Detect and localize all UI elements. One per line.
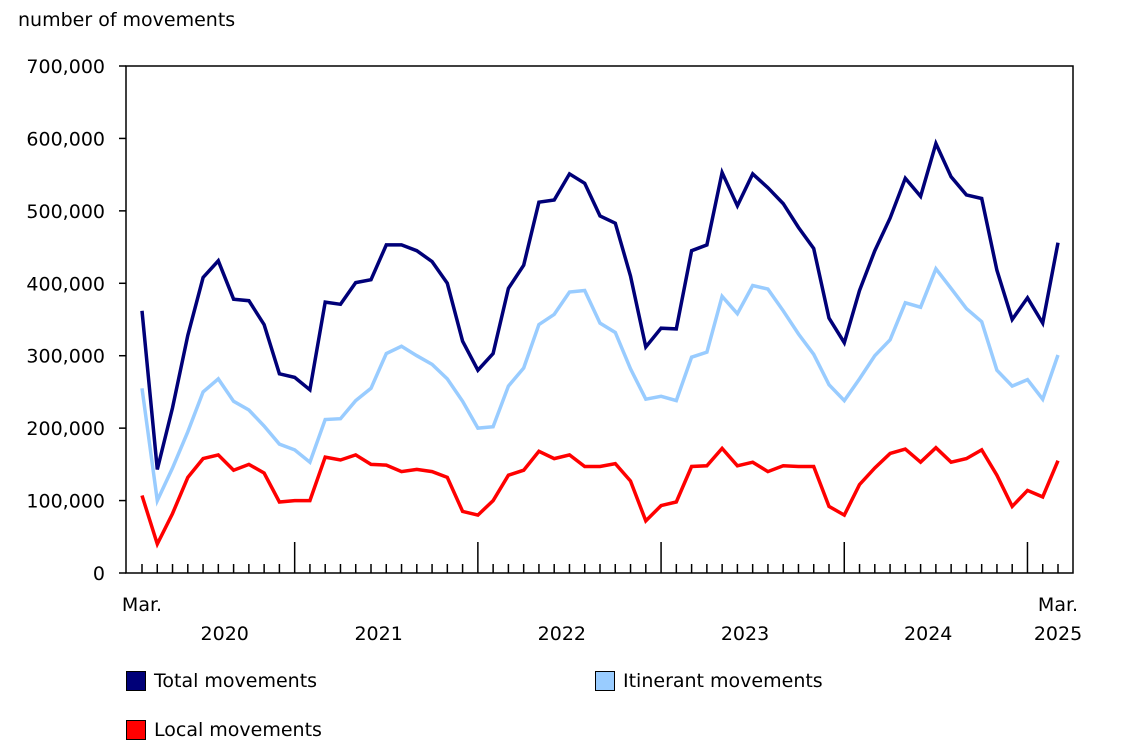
x-tick-label-year: 2022	[538, 623, 586, 645]
x-axis: Mar. Mar. 2020 2021 2022 2023 2024 2025	[122, 542, 1082, 645]
series-line-itinerant	[140, 265, 1060, 507]
x-tick-label-year: 2021	[354, 623, 402, 645]
series-lines	[140, 138, 1060, 549]
y-tick-label: 400,000	[26, 273, 105, 295]
y-axis-title: number of movements	[18, 9, 235, 31]
x-tick-label-year: 2020	[201, 623, 249, 645]
plot-frame	[125, 65, 1074, 574]
y-tick-label: 600,000	[26, 128, 105, 150]
legend-item-total: Total movements	[126, 670, 317, 692]
legend-swatch-itinerant	[595, 671, 615, 691]
legend-item-itinerant: Itinerant movements	[595, 670, 823, 692]
y-tick-label: 500,000	[26, 201, 105, 223]
y-axis: 0 100,000 200,000 300,000 400,000 500,000 600,…	[26, 56, 126, 585]
line-chart: number of movements 0 100,000 200,000 300,0…	[18, 9, 1082, 645]
legend-label: Local movements	[154, 719, 322, 741]
y-tick-label: 200,000	[26, 418, 105, 440]
legend-item-local: Local movements	[126, 719, 322, 741]
series-line-total	[140, 138, 1060, 470]
legend-label: Itinerant movements	[623, 670, 823, 692]
legend-swatch-local	[126, 720, 146, 740]
x-tick-label-start-month: Mar.	[122, 594, 162, 616]
x-tick-label-year: 2025	[1034, 623, 1082, 645]
y-tick-label: 300,000	[26, 346, 105, 368]
x-tick-label-year: 2023	[721, 623, 769, 645]
legend-swatch-total	[126, 671, 146, 691]
x-tick-label-end-month: Mar.	[1038, 594, 1078, 616]
y-tick-label: 0	[93, 563, 105, 585]
y-tick-label: 100,000	[26, 491, 105, 513]
x-tick-label-year: 2024	[904, 623, 952, 645]
legend-label: Total movements	[154, 670, 318, 692]
y-tick-label: 700,000	[26, 56, 105, 78]
series-line-local	[140, 445, 1060, 549]
